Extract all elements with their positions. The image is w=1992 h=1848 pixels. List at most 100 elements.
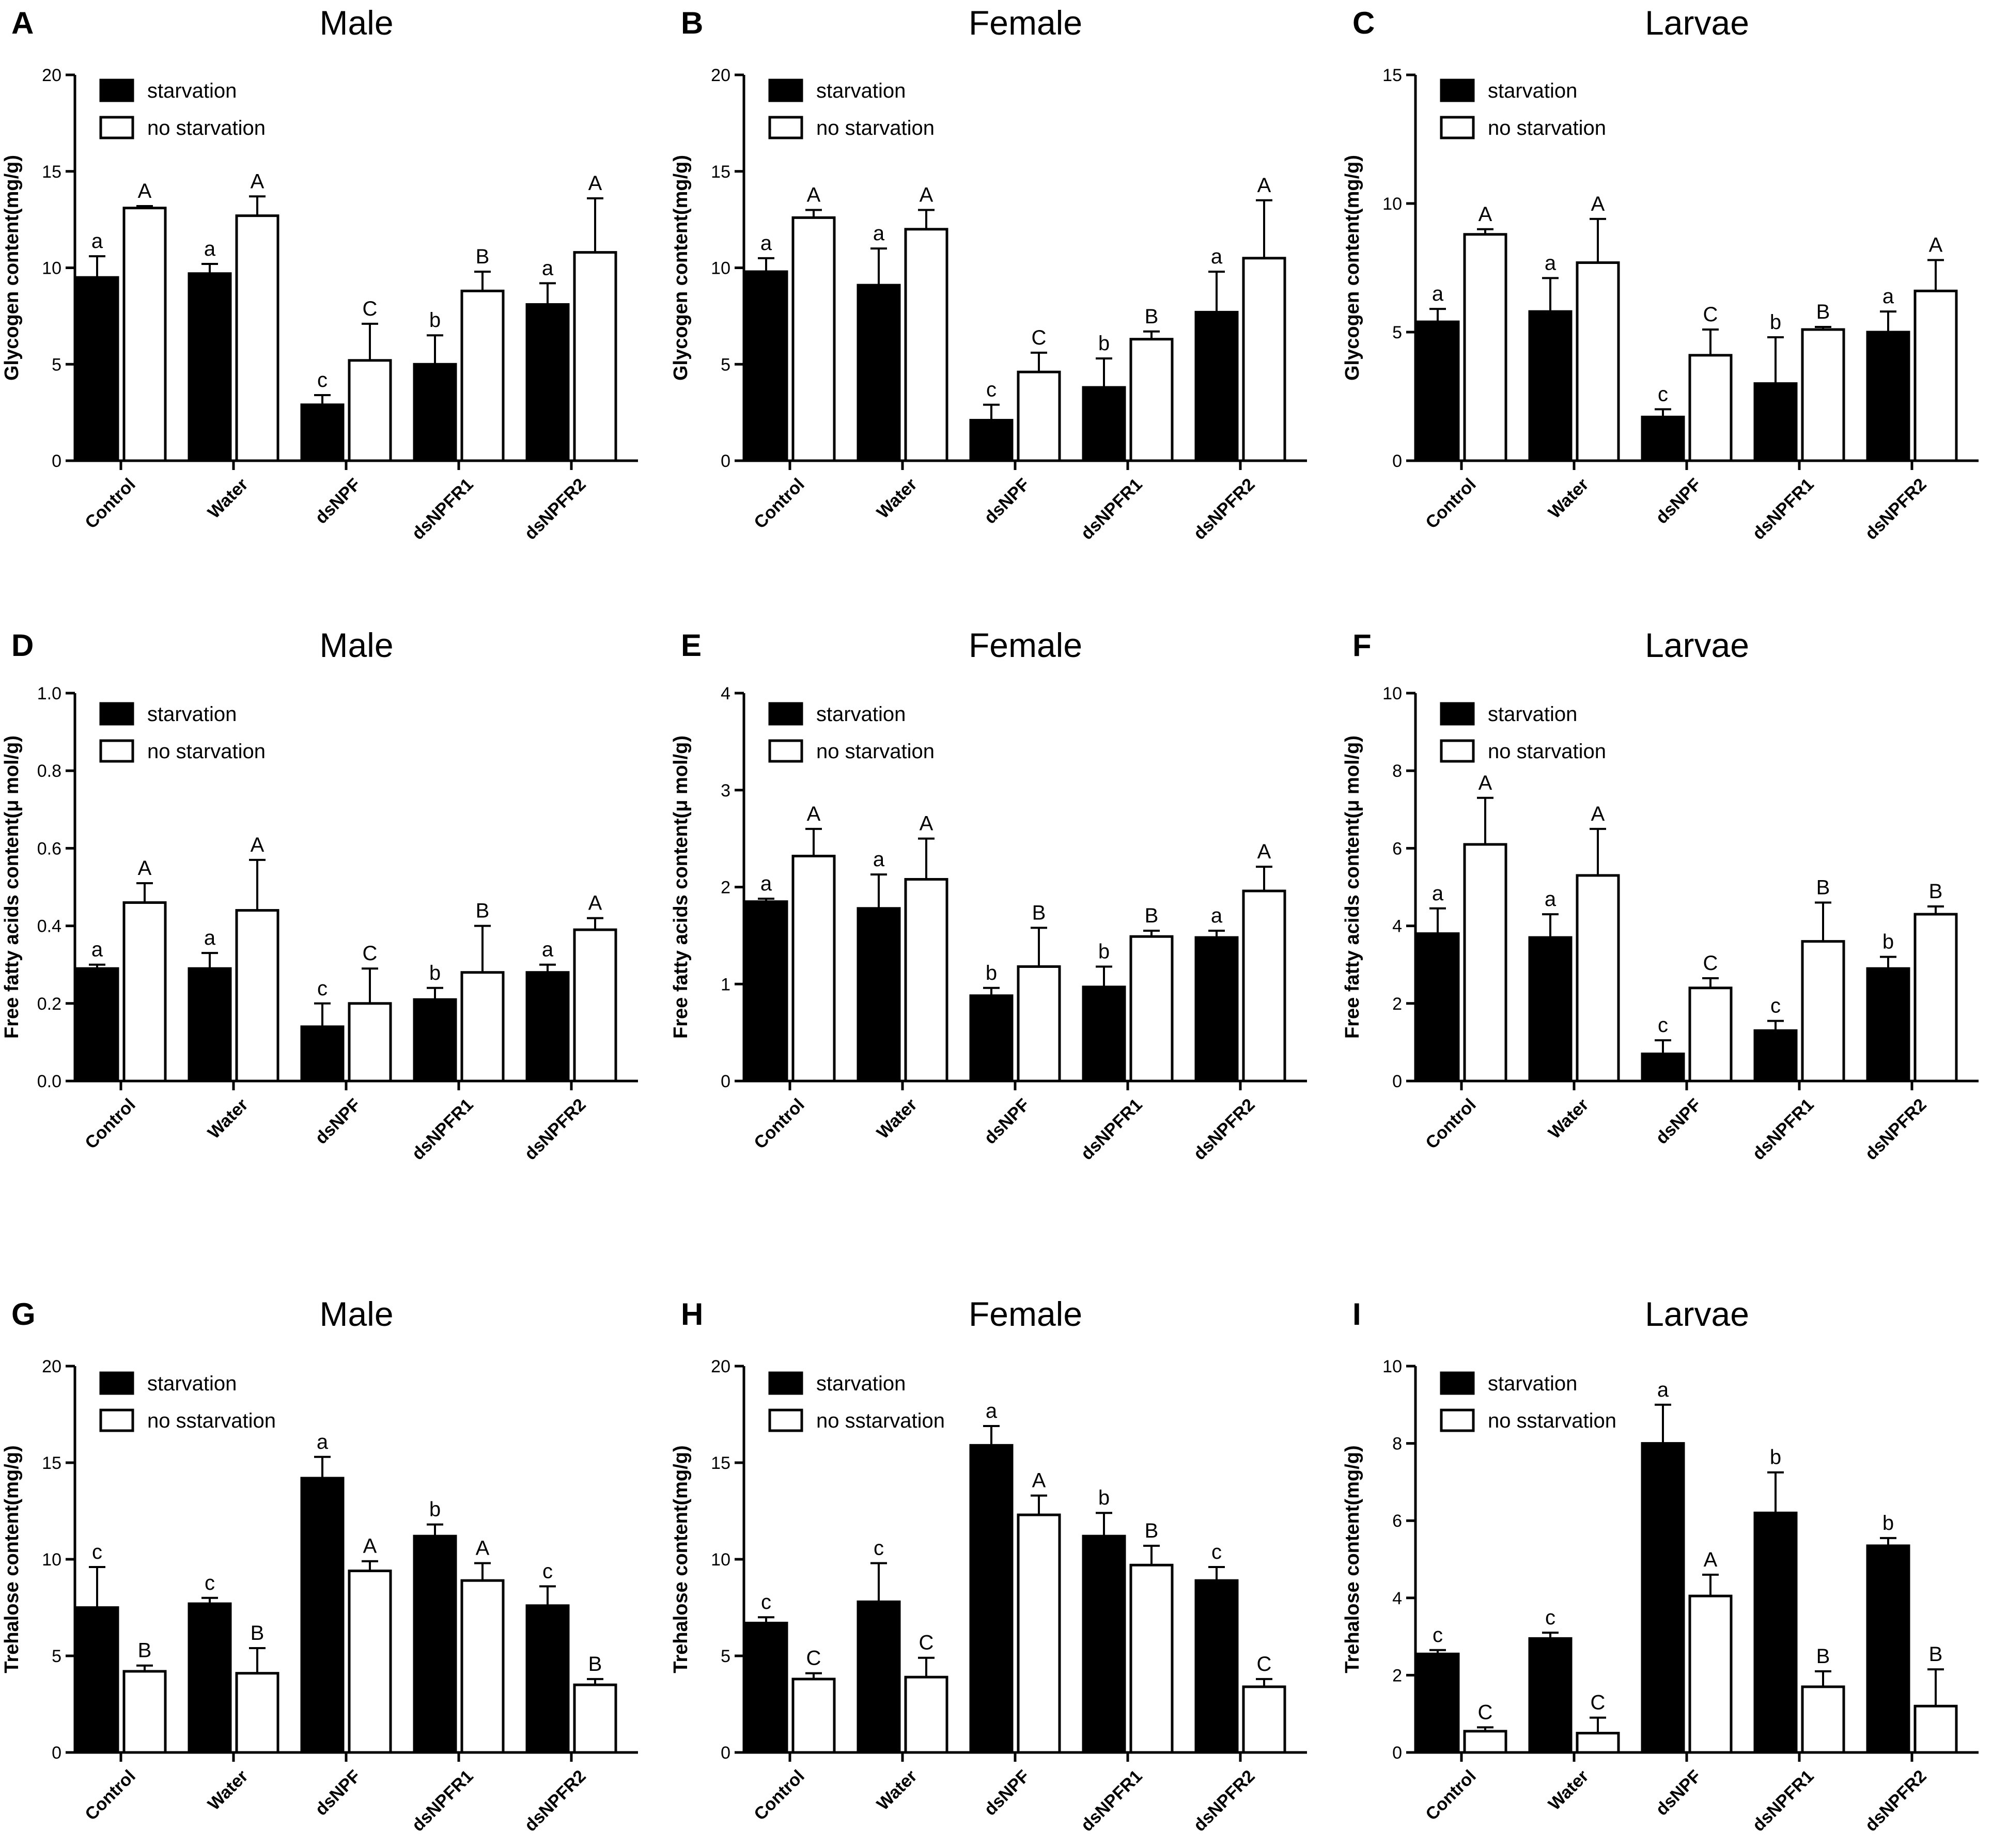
bar-starvation: [75, 1606, 119, 1754]
bar-starvation: [1866, 967, 1910, 1083]
bar-starvation: [525, 303, 570, 462]
significance-label: b: [986, 962, 997, 984]
bar-no-starvation: [1463, 843, 1507, 1083]
bar-starvation: [300, 403, 345, 462]
significance-label: b: [1882, 1512, 1894, 1534]
significance-label: b: [1882, 931, 1894, 953]
bar-starvation: [1528, 1637, 1573, 1754]
category-label: dsNPFR2: [1861, 475, 1931, 544]
y-tick-label: 6: [1392, 1511, 1402, 1531]
bar-no-starvation: [1801, 940, 1845, 1083]
bar-starvation: [75, 276, 119, 462]
y-tick-label: 10: [42, 1550, 61, 1570]
legend-swatch: [768, 79, 803, 102]
significance-label: a: [873, 848, 885, 871]
chart-panel-F: F Larvae Free fatty acids content(μ mol/g)…: [1342, 626, 1979, 1164]
chart-panel-I: I Larvae Trehalose content(mg/g) 0 2 4 6 8 10 Con…: [1342, 1295, 1979, 1836]
category-label: dsNPFR2: [1190, 475, 1259, 544]
category-label: dsNPF: [1652, 475, 1705, 528]
bar-no-starvation: [904, 878, 948, 1083]
bar-no-starvation: [1242, 1685, 1286, 1754]
significance-label: A: [1257, 840, 1271, 863]
significance-label: c: [92, 1541, 102, 1563]
bar-no-starvation: [1801, 328, 1845, 462]
y-tick-label: 10: [1382, 194, 1402, 214]
significance-label: B: [476, 245, 490, 268]
bar-starvation: [413, 998, 457, 1083]
chart-panel-B: B Female Glycogen content(mg/g) 0 5 10 15 20 Con…: [670, 4, 1307, 544]
bar-starvation: [969, 419, 1014, 462]
legend-label: starvation: [147, 80, 237, 102]
y-tick-label: 10: [1382, 684, 1402, 703]
significance-label: a: [542, 938, 554, 961]
y-tick-label: 0.8: [37, 761, 61, 781]
significance-label: a: [91, 230, 103, 253]
bar-no-starvation: [1576, 1732, 1620, 1754]
significance-label: c: [1658, 383, 1668, 405]
y-tick-label: 1: [721, 975, 730, 994]
bar-starvation: [413, 1534, 457, 1754]
chart-panel-E: E Female Free fatty acids content(μ mol/g)…: [670, 626, 1307, 1164]
category-label: Control: [81, 1095, 139, 1153]
y-tick-label: 6: [1392, 839, 1402, 858]
bar-no-starvation: [1913, 1704, 1958, 1754]
significance-label: c: [317, 977, 328, 1000]
y-tick-label: 0.0: [37, 1072, 61, 1091]
significance-label: a: [760, 872, 772, 895]
y-tick-label: 15: [711, 1453, 730, 1473]
significance-label: a: [204, 238, 216, 260]
panel-letter: F: [1352, 628, 1372, 663]
y-tick-label: 15: [42, 1453, 61, 1473]
bar-no-starvation: [1801, 1685, 1845, 1754]
bar-starvation: [188, 272, 232, 462]
legend-swatch: [1440, 1371, 1475, 1395]
category-label: dsNPFR1: [408, 475, 477, 544]
bar-starvation: [1194, 1579, 1239, 1754]
y-axis-label: Glycogen content(mg/g): [1342, 155, 1363, 381]
y-axis-label: Free fatty acids content(μ mol/g): [1, 735, 23, 1039]
category-label: dsNPFR1: [1077, 1095, 1146, 1164]
significance-label: B: [138, 1639, 152, 1662]
significance-label: a: [1211, 904, 1223, 927]
significance-label: A: [1704, 1548, 1718, 1571]
chart-title: Female: [969, 626, 1082, 664]
category-label: Water: [204, 475, 252, 523]
legend-swatch: [768, 1408, 803, 1432]
y-tick-label: 0: [721, 1072, 730, 1091]
chart-panel-D: D Male Free fatty acids content(μ mol/g) 0.…: [1, 626, 638, 1164]
bar-no-starvation: [348, 359, 392, 462]
category-label: dsNPFR2: [521, 1766, 590, 1836]
category-label: dsNPF: [312, 1095, 365, 1148]
y-tick-label: 0: [52, 1743, 61, 1763]
bar-starvation: [1641, 415, 1685, 462]
bar-no-starvation: [460, 1579, 505, 1754]
category-label: dsNPF: [981, 475, 1034, 528]
y-tick-label: 0.4: [37, 917, 61, 936]
bar-no-starvation: [1463, 233, 1507, 462]
significance-label: a: [204, 927, 216, 949]
significance-label: a: [760, 232, 772, 255]
significance-label: C: [919, 1632, 934, 1654]
bar-no-starvation: [791, 1678, 836, 1754]
y-tick-label: 0.2: [37, 994, 61, 1014]
significance-label: a: [1545, 888, 1557, 911]
category-label: dsNPFR1: [408, 1766, 477, 1836]
y-axis-label: Free fatty acids content(μ mol/g): [1342, 735, 1363, 1039]
bar-no-starvation: [904, 228, 948, 462]
panel-letter: E: [681, 628, 702, 663]
legend-swatch: [1440, 116, 1475, 139]
chart-title: Female: [969, 1295, 1082, 1333]
y-tick-label: 8: [1392, 1434, 1402, 1454]
significance-label: b: [1098, 332, 1110, 355]
bar-starvation: [744, 900, 788, 1083]
significance-label: b: [429, 309, 441, 332]
y-tick-label: 20: [42, 66, 61, 85]
significance-label: a: [1432, 283, 1444, 305]
significance-label: C: [1591, 1692, 1606, 1714]
category-label: dsNPF: [1652, 1766, 1705, 1820]
legend-swatch: [1440, 739, 1475, 763]
significance-label: b: [1098, 1486, 1110, 1509]
legend-swatch: [99, 79, 134, 102]
category-label: dsNPFR2: [1861, 1766, 1931, 1836]
legend-swatch: [99, 702, 134, 726]
